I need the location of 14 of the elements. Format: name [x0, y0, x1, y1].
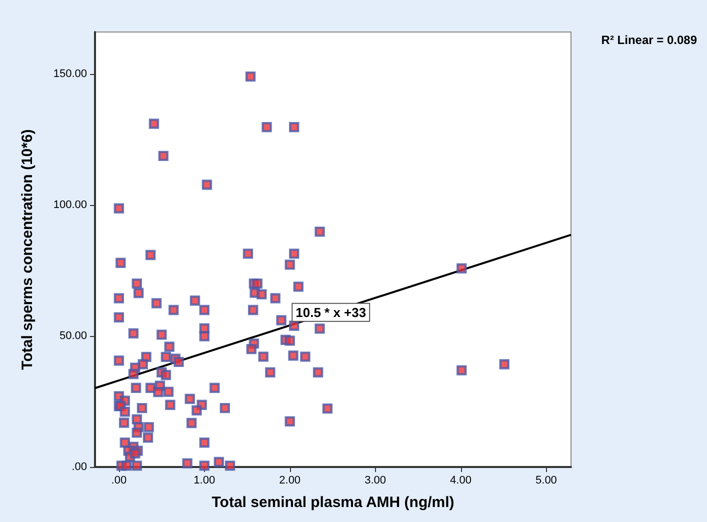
text: R² Linear = 0.089 — [601, 33, 698, 47]
y-tick-label: 50.00 — [59, 330, 87, 342]
y-axis-title: Total sperms concentration (10*6) — [19, 129, 36, 370]
x-tick-label: .00 — [111, 474, 127, 486]
y-tick-label: .00 — [72, 461, 87, 473]
x-tick-label: 4.00 — [450, 474, 472, 486]
x-axis-title: Total seminal plasma AMH (ng/ml) — [212, 494, 454, 511]
x-tick-label: 2.00 — [279, 474, 301, 486]
x-tick-label: 5.00 — [536, 474, 557, 486]
annotation: 10.5 * x +33 — [296, 304, 366, 320]
y-tick-label: 150.00 — [53, 68, 87, 80]
y-tick-label: 100.00 — [53, 198, 87, 211]
x-tick-label: 3.00 — [364, 474, 386, 486]
x-tick-label: 1.00 — [194, 474, 216, 486]
